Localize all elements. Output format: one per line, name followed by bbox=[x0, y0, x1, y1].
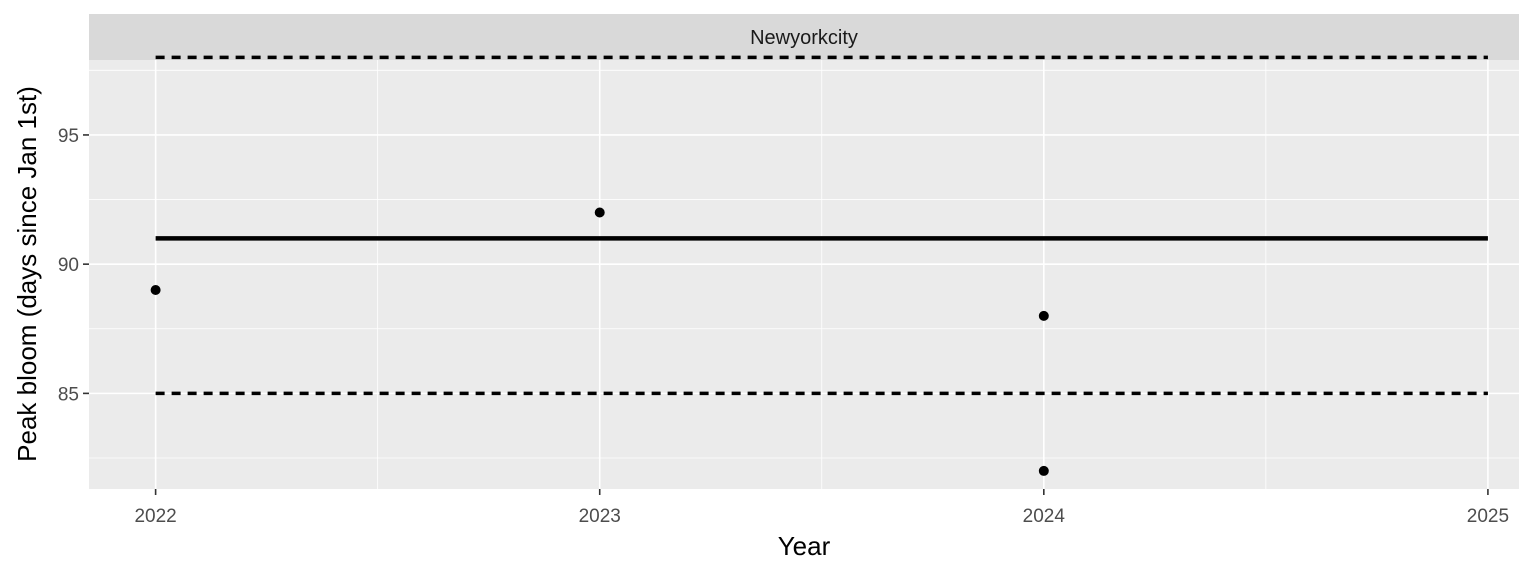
x-tick-label: 2022 bbox=[134, 506, 176, 527]
y-axis-title: Peak bloom (days since Jan 1st) bbox=[12, 86, 42, 462]
minor-gridlines bbox=[89, 60, 1519, 489]
plot-panel bbox=[89, 60, 1519, 489]
data-point bbox=[150, 285, 161, 296]
y-tick-label: 85 bbox=[58, 384, 79, 405]
x-axis-title: Year bbox=[778, 531, 831, 561]
x-axis: 2022 2023 2024 2025 bbox=[134, 489, 1509, 527]
data-point bbox=[594, 207, 605, 218]
y-axis: 85 90 95 bbox=[58, 126, 89, 405]
data-points bbox=[150, 207, 1049, 476]
data-point bbox=[1038, 465, 1049, 476]
x-tick-label: 2024 bbox=[1023, 506, 1066, 527]
facet-strip-label: Newyorkcity bbox=[750, 27, 858, 49]
data-point bbox=[1038, 310, 1049, 321]
facet-strip bbox=[89, 14, 1519, 60]
y-tick-label: 95 bbox=[58, 126, 79, 147]
reference-lines bbox=[155, 55, 1488, 396]
y-tick-label: 90 bbox=[58, 255, 79, 276]
x-tick-label: 2025 bbox=[1467, 506, 1509, 527]
x-tick-label: 2023 bbox=[579, 506, 621, 527]
